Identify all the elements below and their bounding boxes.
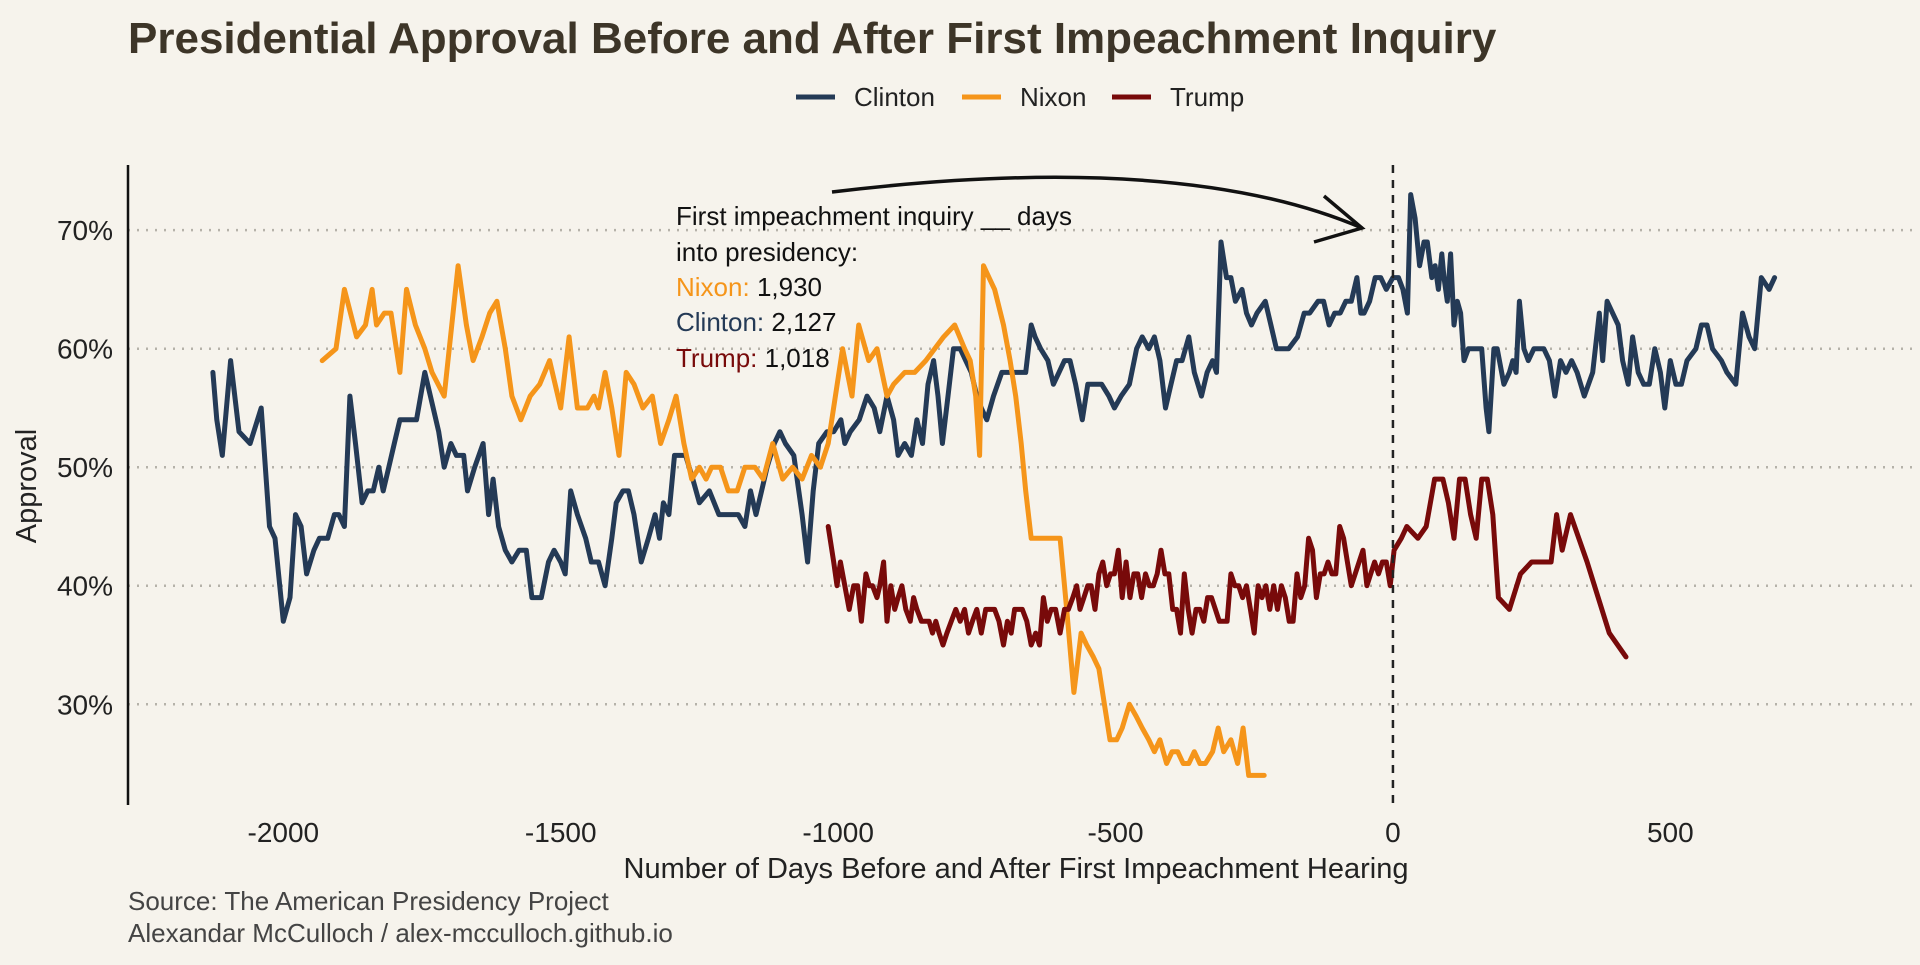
annotation-nixon-label: Nixon:: [676, 272, 750, 302]
annotation-trump-label: Trump:: [676, 343, 757, 373]
caption-author: Alexandar McCulloch / alex-mcculloch.git…: [128, 918, 673, 948]
legend-label-trump: Trump: [1170, 82, 1244, 112]
annotation: First impeachment inquiry __ days into p…: [676, 175, 1366, 373]
annotation-nixon: Nixon: 1,930: [676, 272, 822, 302]
legend-item-trump[interactable]: Trump: [1112, 82, 1244, 112]
legend-item-nixon[interactable]: Nixon: [962, 82, 1086, 112]
x-tick-label: -1000: [802, 817, 874, 848]
legend-label-clinton: Clinton: [854, 82, 935, 112]
legend: Clinton Nixon Trump: [796, 82, 1244, 112]
series-line-nixon: [319, 263, 1267, 778]
y-axis-label: Approval: [11, 429, 43, 543]
legend-label-nixon: Nixon: [1020, 82, 1086, 112]
annotation-line-2: into presidency:: [676, 237, 858, 267]
legend-item-clinton[interactable]: Clinton: [796, 82, 935, 112]
annotation-trump: Trump: 1,018: [676, 343, 830, 373]
annotation-trump-value: 1,018: [765, 343, 830, 373]
x-tick-label: -1500: [525, 817, 597, 848]
series-line-trump: [825, 476, 1629, 660]
annotation-clinton: Clinton: 2,127: [676, 307, 836, 337]
chart-title: Presidential Approval Before and After F…: [128, 14, 1497, 63]
y-tick-label: 30%: [57, 689, 113, 720]
annotation-clinton-label: Clinton:: [676, 307, 764, 337]
annotation-nixon-value: 1,930: [757, 272, 822, 302]
annotation-clinton-value: 2,127: [771, 307, 836, 337]
caption-source: Source: The American Presidency Project: [128, 886, 610, 916]
series-lines: [210, 192, 1778, 778]
x-tick-label: -500: [1088, 817, 1144, 848]
x-axis-label: Number of Days Before and After First Im…: [624, 853, 1409, 885]
y-tick-label: 60%: [57, 334, 113, 365]
y-tick-label: 50%: [57, 452, 113, 483]
x-tick-label: 0: [1385, 817, 1401, 848]
series-line-clinton: [210, 192, 1778, 624]
y-tick-label: 70%: [57, 215, 113, 246]
annotation-line-1: First impeachment inquiry __ days: [676, 201, 1072, 231]
annotation-arrow-curve: [831, 175, 1363, 230]
y-tick-label: 40%: [57, 571, 113, 602]
axes: 30% 40% 50% 60% 70% -2000 -1500 -1000 -500 0 500: [57, 165, 1694, 848]
x-tick-label: 500: [1647, 817, 1694, 848]
annotation-arrow-head: [1313, 194, 1366, 244]
x-tick-label: -2000: [248, 817, 320, 848]
